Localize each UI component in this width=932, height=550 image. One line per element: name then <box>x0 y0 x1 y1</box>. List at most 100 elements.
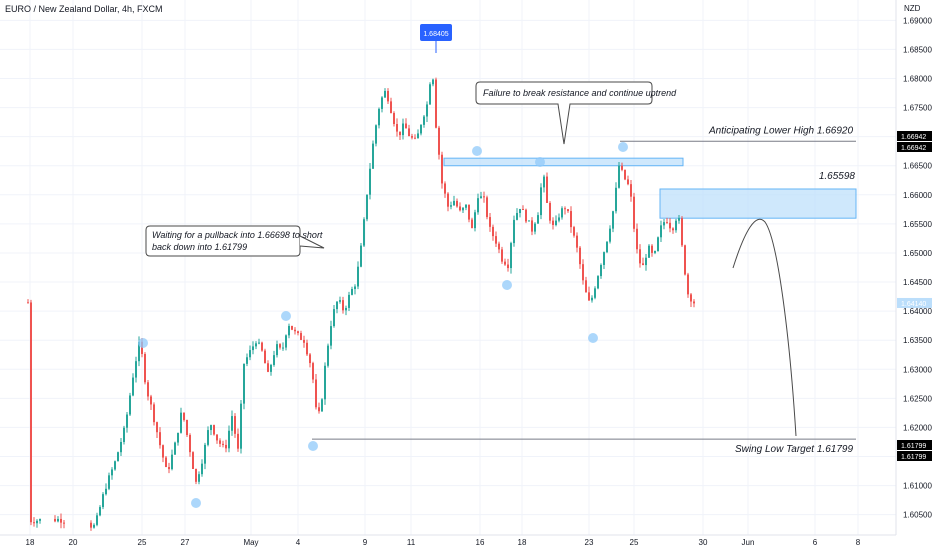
candle-body <box>645 257 647 266</box>
candle-body <box>291 325 293 330</box>
candle-body <box>252 346 254 351</box>
candle-body <box>618 165 620 188</box>
candle-body <box>516 212 518 220</box>
candle-body <box>444 183 446 194</box>
candle-body <box>558 217 560 221</box>
candle-body <box>120 441 122 453</box>
candle-body <box>132 377 134 396</box>
candle-body <box>651 245 653 253</box>
swing-marker <box>308 441 318 451</box>
candle-body <box>522 208 524 210</box>
time-axis[interactable]: 18 20 25 27 May 4 9 11 16 18 23 25 30 Jun 6 8 <box>26 538 861 547</box>
candle-body <box>357 266 359 287</box>
candle-body <box>588 292 590 301</box>
candle-body <box>573 227 575 236</box>
candle-body <box>369 168 371 195</box>
candle-body <box>459 206 461 211</box>
candle-body <box>675 220 677 231</box>
candle-body <box>570 211 572 228</box>
candle-body <box>342 300 344 311</box>
candle-body <box>195 468 197 482</box>
candle-body <box>216 434 218 441</box>
candle-body <box>360 245 362 267</box>
price-tick-label: 1.68500 <box>903 45 932 54</box>
candle-body <box>660 225 662 238</box>
candle-body <box>627 179 629 185</box>
callout-pullback-pointer <box>299 235 325 249</box>
candle-body <box>690 294 692 302</box>
candle-body <box>318 407 320 412</box>
candle-body <box>408 128 410 137</box>
candle-body <box>180 412 182 433</box>
candle-body <box>417 133 419 139</box>
candles-layer <box>27 77 695 531</box>
candle-body <box>201 463 203 475</box>
price-axis[interactable]: 1.690001.685001.680001.675001.670001.665… <box>903 16 932 519</box>
price-tick-label: 1.69000 <box>903 16 932 25</box>
candle-body <box>477 198 479 213</box>
candle-body <box>624 169 626 180</box>
candle-body <box>156 422 158 433</box>
time-tick-label: 20 <box>69 538 78 547</box>
candle-body <box>639 249 641 264</box>
swing-marker <box>191 498 201 508</box>
candle-body <box>36 520 38 524</box>
candle-body <box>411 136 413 138</box>
candle-body <box>258 342 260 344</box>
candle-body <box>414 137 416 139</box>
candle-body <box>177 432 179 443</box>
candle-body <box>321 399 323 412</box>
candle-body <box>60 518 62 523</box>
candle-body <box>375 125 377 144</box>
swing-marker <box>618 142 628 152</box>
candle-body <box>501 249 503 262</box>
candle-body <box>426 104 428 117</box>
candle-body <box>534 223 536 232</box>
candle-body <box>663 222 665 226</box>
price-tick-label: 1.64000 <box>903 307 932 316</box>
candle-body <box>483 196 485 198</box>
candle-body <box>576 235 578 248</box>
candle-body <box>621 165 623 170</box>
candle-body <box>435 79 437 128</box>
candle-body <box>672 228 674 231</box>
candle-body <box>333 309 335 327</box>
candle-body <box>135 361 137 378</box>
candle-body <box>540 187 542 216</box>
candle-body <box>285 335 287 348</box>
candle-body <box>297 331 299 334</box>
candle-body <box>330 326 332 346</box>
candle-body <box>384 90 386 98</box>
candle-body <box>684 245 686 275</box>
supply-zone <box>659 188 857 219</box>
price-tag-lower-high-1-bg <box>897 131 932 141</box>
candle-body <box>681 218 683 246</box>
candle-body <box>159 432 161 446</box>
candle-body <box>33 522 35 524</box>
time-tick-label: 25 <box>138 538 147 547</box>
time-tick-label: 23 <box>585 538 594 547</box>
candle-body <box>399 131 401 136</box>
candle-body <box>489 217 491 227</box>
candle-body <box>609 228 611 242</box>
candle-body <box>312 363 314 380</box>
candle-body <box>279 344 281 348</box>
price-tag-lower-high-2-bg <box>897 142 932 152</box>
candle-body <box>378 108 380 126</box>
candle-body <box>543 176 545 188</box>
candle-body <box>255 343 257 347</box>
candle-body <box>39 518 41 521</box>
candle-body <box>213 425 215 435</box>
candle-body <box>669 222 671 229</box>
candle-body <box>597 276 599 289</box>
candle-body <box>267 363 269 372</box>
candle-body <box>207 430 209 445</box>
candle-body <box>648 245 650 258</box>
time-tick-label: 9 <box>363 538 368 547</box>
callout-pullback-line-1: Waiting for a pullback into 1.66698 to s… <box>152 230 323 240</box>
price-tick-label: 1.62000 <box>903 423 932 432</box>
candle-body <box>231 416 233 431</box>
candle-body <box>567 209 569 212</box>
candle-body <box>402 123 404 136</box>
